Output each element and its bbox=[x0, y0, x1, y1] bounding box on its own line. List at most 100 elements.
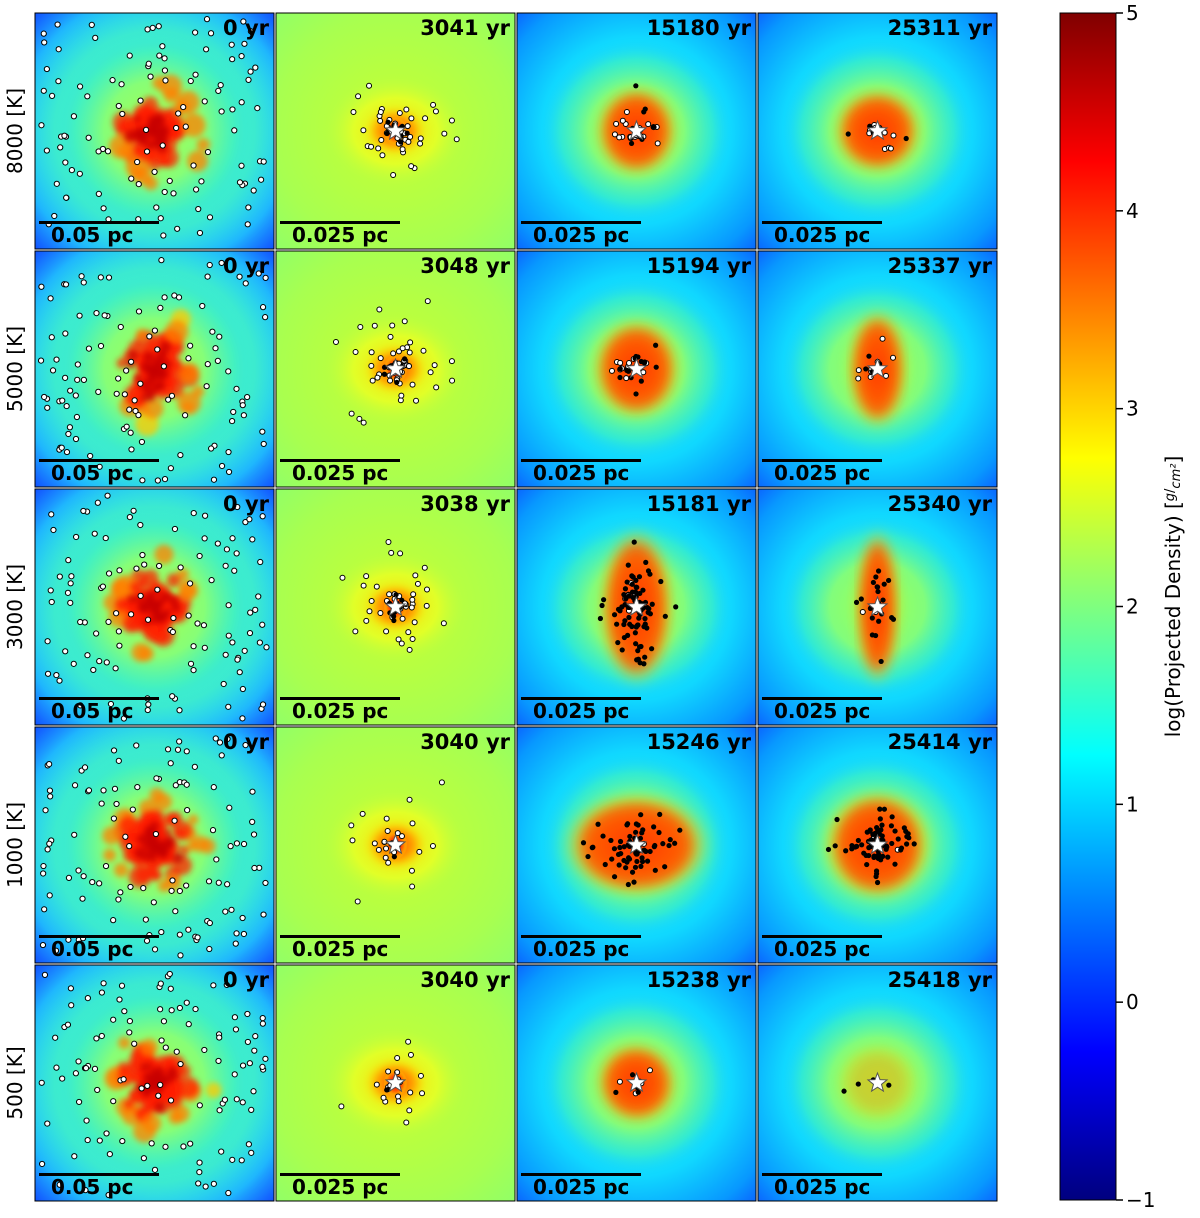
sink-open-circle bbox=[215, 1057, 222, 1065]
sink-open-circle bbox=[167, 760, 174, 767]
panel-frame bbox=[516, 726, 757, 964]
sink-filled-circle bbox=[608, 837, 614, 844]
sink-open-circle bbox=[130, 507, 137, 514]
sink-open-circle bbox=[404, 123, 411, 130]
sink-open-circle bbox=[137, 97, 144, 104]
sink-open-circle bbox=[176, 1004, 184, 1012]
sink-open-circle bbox=[80, 279, 87, 286]
colorbar-tick-label: −1 bbox=[1126, 1188, 1155, 1212]
sink-filled-circle bbox=[874, 825, 880, 831]
sink-open-circle bbox=[159, 43, 166, 50]
sink-filled-circle bbox=[634, 657, 640, 663]
sink-open-circle bbox=[138, 438, 146, 446]
sink-open-circle bbox=[387, 333, 394, 340]
colorbar-unit-denominator: cm² bbox=[1169, 464, 1184, 489]
sink-open-circle bbox=[228, 41, 235, 48]
sink-open-circle bbox=[399, 146, 406, 153]
sink-open-circle bbox=[165, 396, 172, 403]
sink-open-circle bbox=[250, 831, 258, 838]
sink-open-circle bbox=[149, 24, 156, 31]
sink-open-circle bbox=[202, 1183, 209, 1190]
scale-bar-line bbox=[521, 935, 641, 938]
sink-filled-circle bbox=[621, 857, 627, 864]
panel-r1-c1: 0.05 pc 0 yr bbox=[35, 13, 274, 249]
panel-r3-c4: 0.025 pc 25340 yr bbox=[758, 489, 997, 725]
sink-open-circle bbox=[62, 374, 69, 381]
sink-open-circle bbox=[228, 906, 235, 913]
sink-open-circle bbox=[355, 93, 362, 100]
sink-open-circle bbox=[201, 512, 209, 519]
sink-open-circle bbox=[234, 503, 241, 511]
sink-filled-circle bbox=[616, 862, 622, 868]
sink-filled-circle bbox=[580, 840, 587, 846]
sink-open-circle bbox=[233, 1096, 240, 1103]
sink-open-circle bbox=[41, 393, 48, 401]
scale-bar-line bbox=[280, 459, 400, 462]
scale-bar-line bbox=[280, 935, 400, 938]
sink-open-circle bbox=[215, 87, 222, 94]
sink-open-circle bbox=[203, 16, 211, 23]
sink-open-circle bbox=[151, 1166, 159, 1173]
sink-open-circle bbox=[63, 402, 70, 410]
sink-open-circle bbox=[405, 629, 412, 636]
sink-open-circle bbox=[177, 952, 184, 959]
sink-open-circle bbox=[440, 620, 447, 627]
sink-open-circle bbox=[97, 342, 105, 350]
sink-open-circle bbox=[409, 883, 416, 890]
panel-r1-c3: 0.025 pc 15180 yr bbox=[517, 13, 756, 249]
sink-open-circle bbox=[121, 391, 128, 398]
sink-open-circle bbox=[184, 807, 191, 814]
panel-frame bbox=[757, 488, 998, 726]
sink-open-circle bbox=[201, 1046, 208, 1054]
sink-open-circle bbox=[246, 629, 254, 637]
sink-open-circle bbox=[424, 586, 431, 593]
sink-open-circle bbox=[619, 117, 626, 124]
sink-open-circle bbox=[92, 34, 99, 41]
sink-open-circle bbox=[87, 452, 94, 460]
sink-open-circle bbox=[118, 81, 125, 88]
sink-open-circle bbox=[169, 693, 176, 700]
sink-open-circle bbox=[398, 640, 405, 647]
panel-time-label: 25311 yr bbox=[888, 16, 993, 40]
sink-filled-circle bbox=[597, 615, 604, 622]
sink-filled-circle bbox=[617, 608, 623, 614]
sink-open-circle bbox=[349, 837, 356, 844]
sink-open-circle bbox=[95, 190, 102, 197]
sink-open-circle bbox=[368, 349, 375, 356]
sink-filled-circle bbox=[911, 841, 917, 847]
sink-open-circle bbox=[225, 602, 232, 609]
sink-open-circle bbox=[105, 274, 113, 281]
scale-bar-line bbox=[521, 697, 641, 700]
sink-open-circle bbox=[100, 787, 107, 794]
scale-bar-line bbox=[762, 1173, 882, 1176]
sink-open-circle bbox=[623, 375, 630, 382]
sink-open-circle bbox=[51, 212, 58, 220]
sink-open-circle bbox=[411, 619, 418, 626]
sink-open-circle bbox=[195, 205, 202, 213]
sink-filled-circle bbox=[649, 601, 655, 607]
sink-open-circle bbox=[176, 931, 183, 938]
sink-open-circle bbox=[887, 145, 894, 152]
sink-filled-circle bbox=[613, 1089, 619, 1095]
sink-open-circle bbox=[216, 739, 224, 746]
sink-open-circle bbox=[229, 106, 236, 113]
sink-filled-circle bbox=[633, 851, 639, 857]
sink-open-circle bbox=[128, 611, 135, 618]
sink-open-circle bbox=[229, 417, 236, 425]
sink-open-circle bbox=[115, 102, 122, 110]
sink-open-circle bbox=[162, 77, 169, 84]
sink-open-circle bbox=[240, 412, 247, 419]
sink-open-circle bbox=[68, 1002, 75, 1009]
sink-open-circle bbox=[262, 1055, 269, 1062]
sink-open-circle bbox=[151, 327, 159, 334]
sink-open-circle bbox=[212, 345, 219, 352]
sink-open-circle bbox=[120, 715, 128, 722]
sink-open-circle bbox=[383, 845, 390, 852]
sink-open-circle bbox=[71, 831, 78, 838]
sink-open-circle bbox=[240, 930, 248, 938]
sink-filled-circle bbox=[662, 864, 668, 870]
sink-open-circle bbox=[187, 1140, 194, 1147]
sink-open-circle bbox=[406, 349, 413, 356]
central-star-icon bbox=[625, 1071, 648, 1093]
sink-open-circle bbox=[255, 270, 262, 277]
